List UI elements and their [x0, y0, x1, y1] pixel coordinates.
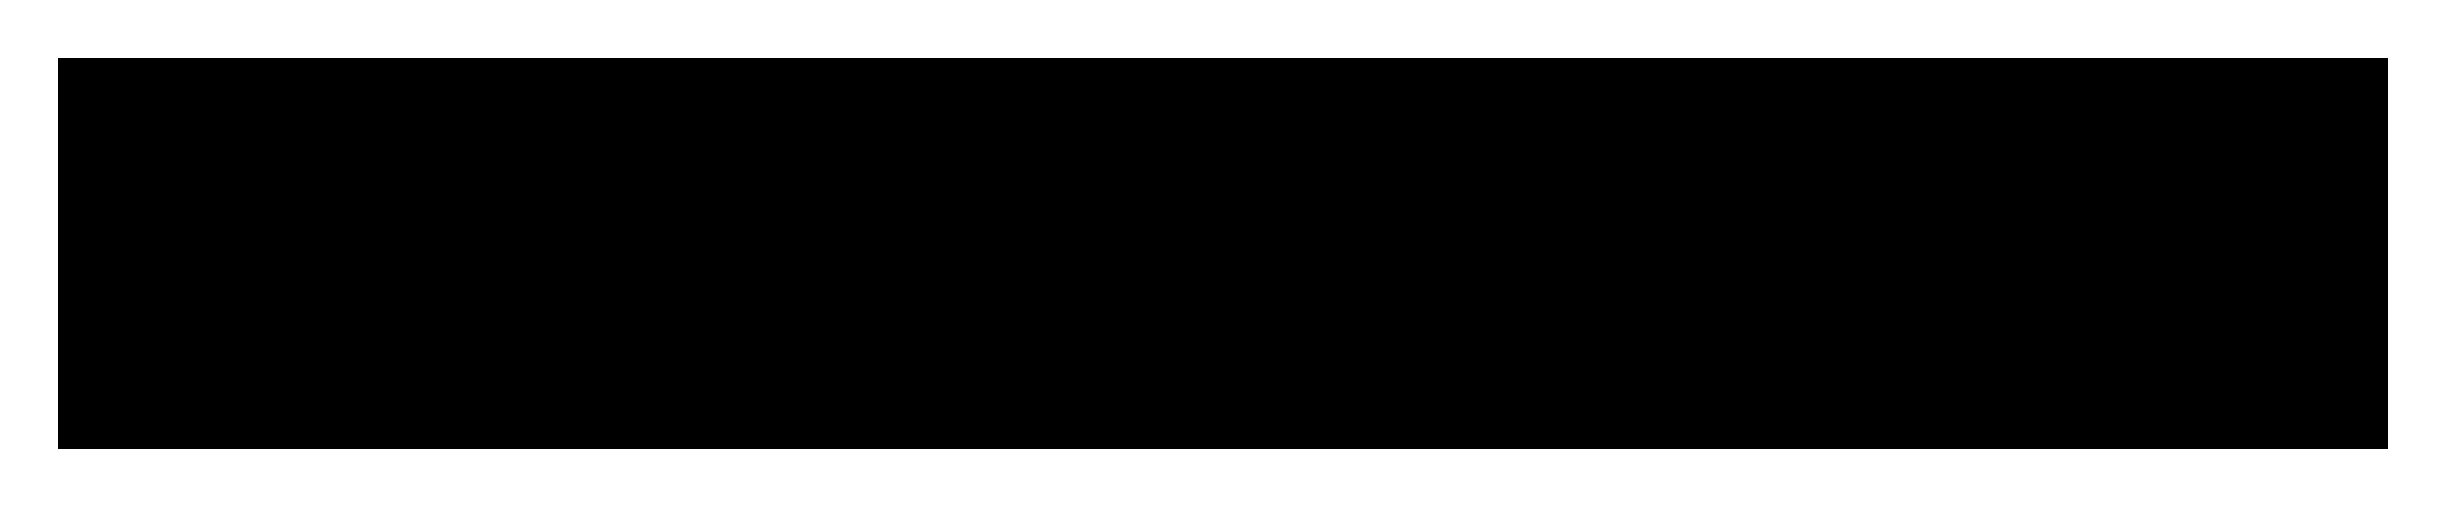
image-background: [58, 58, 2388, 449]
